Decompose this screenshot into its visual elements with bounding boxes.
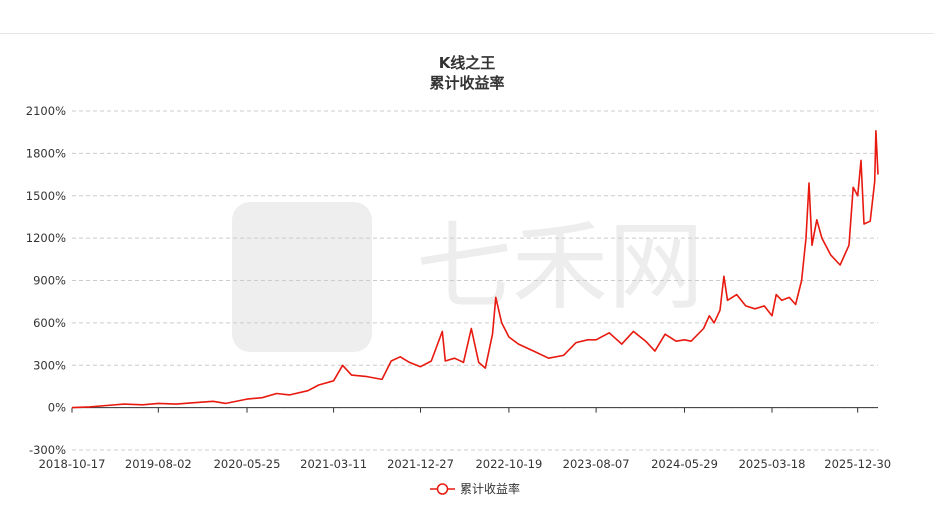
y-tick-label: 0% <box>48 401 66 415</box>
x-tick-label: 2025-12-30 <box>824 457 891 471</box>
chart-title: K线之王 <box>439 54 496 72</box>
watermark: 七禾网 <box>232 202 704 352</box>
y-tick-label: 600% <box>33 316 66 330</box>
x-tick-label: 2020-05-25 <box>214 457 281 471</box>
legend[interactable]: 累计收益率 <box>430 481 520 496</box>
grid-lines <box>72 110 878 451</box>
y-tick-label: 1800% <box>26 146 66 160</box>
legend-label: 累计收益率 <box>460 481 520 496</box>
x-tick-label: 2018-10-17 <box>39 457 106 471</box>
y-tick-label: 2100% <box>26 104 66 118</box>
x-tick-label: 2025-03-18 <box>739 457 806 471</box>
x-tick-label: 2023-08-07 <box>563 457 630 471</box>
y-tick-label: 900% <box>33 274 66 288</box>
x-tick-label: 2019-08-02 <box>125 457 192 471</box>
y-axis-tick-labels: -300% 0% 300% 600% 900% 1200% 1500% 1800% 2100% <box>26 104 66 457</box>
x-tick-label: 2024-05-29 <box>651 457 718 471</box>
y-tick-label: 1500% <box>26 189 66 203</box>
x-axis: 2018-10-17 2019-08-02 2020-05-25 2021-03-11… <box>39 407 891 471</box>
y-tick-label: -300% <box>29 443 66 457</box>
header-divider <box>0 33 934 34</box>
x-tick-label: 2021-12-27 <box>387 457 454 471</box>
x-tick-label: 2022-10-19 <box>475 457 542 471</box>
chart-subtitle: 累计收益率 <box>429 74 504 92</box>
x-tick-label: 2021-03-11 <box>300 457 367 471</box>
watermark-logo-shape <box>232 202 372 352</box>
y-tick-label: 1200% <box>26 231 66 245</box>
legend-marker-icon <box>436 483 449 495</box>
series-line-cumulative-return <box>71 130 879 409</box>
watermark-text: 七禾网 <box>416 211 704 323</box>
y-tick-label: 300% <box>33 358 66 372</box>
